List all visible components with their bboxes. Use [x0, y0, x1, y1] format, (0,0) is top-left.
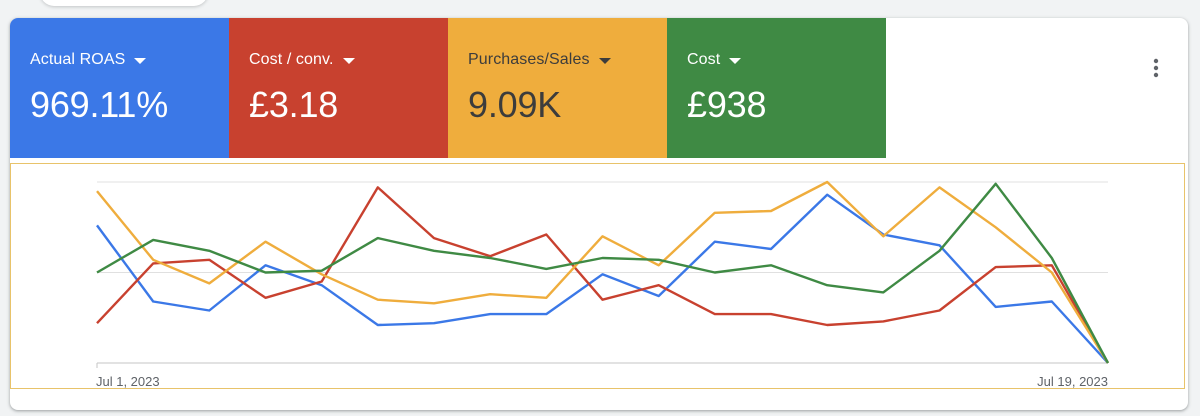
metric-value: £938 [687, 84, 767, 125]
performance-overview-card: Actual ROAS 969.11% Cost / conv. £3.18 P… [10, 18, 1188, 410]
metric-value: 969.11% [30, 84, 169, 125]
caret-down-icon [598, 58, 611, 64]
x-tick-label-end: Jul 19, 2023 [1037, 374, 1108, 388]
more-options-button[interactable] [1136, 48, 1176, 88]
more-vert-icon [1153, 58, 1159, 78]
scorecard-actual-roas[interactable]: Actual ROAS 969.11% [10, 18, 229, 158]
top-tab-fragment [40, 0, 208, 6]
metric-selector[interactable]: Cost [687, 50, 886, 70]
metric-selector[interactable]: Cost / conv. [249, 50, 448, 70]
metric-label: Cost / conv. [249, 51, 334, 68]
x-tick-label-start: Jul 1, 2023 [96, 374, 160, 388]
metric-selector[interactable]: Purchases/Sales [468, 50, 667, 70]
series-lines [96, 180, 1110, 364]
metric-label: Purchases/Sales [468, 51, 590, 68]
series-line-0 [96, 193, 1109, 364]
caret-down-icon [134, 58, 147, 64]
series-line-1 [96, 186, 1110, 364]
metric-label: Actual ROAS [30, 51, 126, 68]
metric-selector[interactable]: Actual ROAS [30, 50, 229, 70]
caret-down-icon [342, 58, 355, 64]
series-line-2 [96, 180, 1110, 364]
metric-label: Cost [687, 51, 721, 68]
metric-value: £3.18 [249, 84, 339, 125]
scorecard-cost-per-conv[interactable]: Cost / conv. £3.18 [229, 18, 448, 158]
performance-chart[interactable]: Jul 1, 2023 Jul 19, 2023 [10, 163, 1185, 389]
scorecard-cost[interactable]: Cost £938 [667, 18, 886, 158]
line-chart: Jul 1, 2023 Jul 19, 2023 [96, 180, 1110, 388]
caret-down-icon [729, 58, 742, 64]
scorecard-row: Actual ROAS 969.11% Cost / conv. £3.18 P… [10, 18, 886, 158]
metric-value: 9.09K [468, 84, 562, 125]
series-line-3 [96, 182, 1110, 364]
scorecard-purchases-sales[interactable]: Purchases/Sales 9.09K [448, 18, 667, 158]
